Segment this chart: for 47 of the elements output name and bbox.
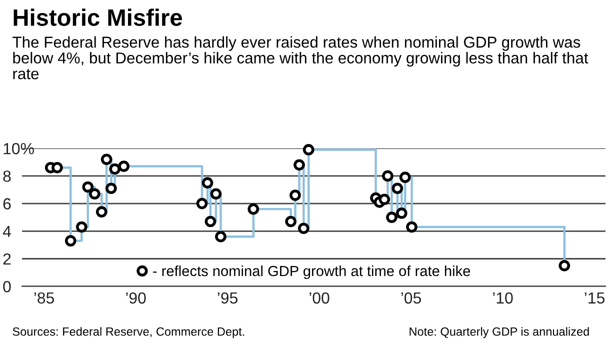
- point: [285, 216, 296, 228]
- point: [96, 206, 108, 218]
- point: [396, 208, 408, 219]
- point: [392, 182, 404, 194]
- source-note: Sources: Federal Reserve, Commerce Dept.: [12, 327, 244, 338]
- point: [118, 160, 130, 172]
- y-tick-label: 2: [3, 253, 11, 265]
- point: [294, 159, 305, 171]
- point: [64, 235, 76, 246]
- y-tick-label: 8: [3, 170, 11, 182]
- point: [52, 162, 63, 174]
- text: Note: Quarterly GDP is annualized: [410, 327, 589, 338]
- x-tick-label: ’00: [310, 292, 330, 304]
- y-tick-label: 0: [3, 280, 11, 292]
- chart-title: Historic Misfire: [14, 8, 182, 26]
- point: [399, 172, 411, 183]
- point: [378, 194, 390, 206]
- point: [106, 182, 117, 194]
- point: [202, 177, 214, 189]
- point: [109, 163, 121, 175]
- y-tick-label: 6: [3, 198, 11, 210]
- point: [88, 188, 100, 200]
- x-tick-label: ’15: [584, 292, 604, 304]
- point: [204, 216, 216, 228]
- y-tick-label: 10%: [4, 142, 34, 154]
- point: [406, 221, 418, 233]
- chart-subtitle: The Federal Reserve has hardly ever raised rates when nominal GDP growth was below 4%, but December’s hike came with the economy growing less than half that rate: [12, 36, 588, 80]
- x-tick-label: ’90: [126, 292, 146, 304]
- point: [386, 212, 398, 224]
- point: [298, 222, 310, 234]
- x-tick-label: ’95: [218, 292, 238, 304]
- legend-label: - reflects nominal GDP growth at time of rate hike: [153, 265, 470, 280]
- x-tick-label: ’10: [493, 292, 513, 304]
- point: [558, 260, 570, 272]
- point: [382, 170, 394, 182]
- point: [248, 203, 260, 215]
- point: [196, 198, 208, 210]
- point: [215, 231, 226, 242]
- point: [210, 188, 222, 200]
- point: [82, 181, 94, 193]
- y-tick-label: 4: [2, 226, 11, 237]
- point: [76, 221, 88, 233]
- x-tick-label: ’05: [401, 292, 421, 304]
- point: [302, 144, 314, 156]
- point: [290, 190, 301, 201]
- point: [100, 154, 112, 166]
- x-tick-label: ’85: [34, 292, 54, 304]
